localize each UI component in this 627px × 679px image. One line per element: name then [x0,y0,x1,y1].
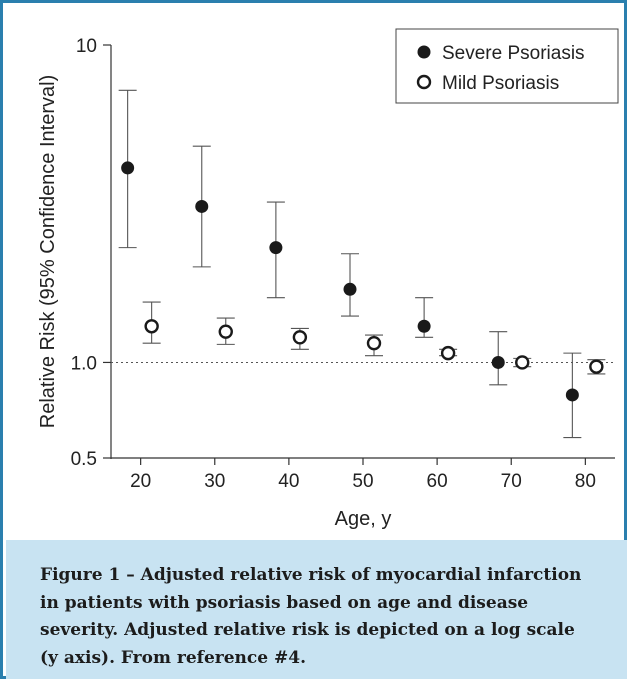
mild-point [144,319,159,334]
figure-caption: Figure 1 – Adjusted relative risk of myo… [40,565,582,668]
severe-point [491,355,505,369]
mild-point [440,345,456,361]
x-tick-label: 20 [130,471,151,492]
x-tick-label: 60 [427,471,448,492]
x-tick-label: 50 [352,471,373,492]
legend-severe-marker [417,45,431,59]
figure-caption-box: Figure 1 – Adjusted relative risk of myo… [6,540,627,679]
severe-point [565,388,579,402]
legend-box [395,28,619,104]
severe-point [417,319,431,333]
mild-psoriasis-series [142,301,606,375]
legend: Severe Psoriasis Mild Psoriasis [395,28,619,104]
relative-risk-chart: 10 1.0 0.5 20 30 40 50 60 70 80 Age, y Relative Ris… [37,28,619,530]
mild-point [589,359,604,374]
severe-psoriasis-series [118,89,582,439]
severe-point [343,282,357,296]
y-tick-label: 1.0 [71,353,97,374]
legend-severe-label: Severe Psoriasis [442,43,585,64]
data-marks [118,89,606,439]
legend-mild-label: Mild Psoriasis [442,73,559,94]
severe-point [195,199,209,213]
x-tick-label: 80 [575,471,596,492]
legend-mild-marker [416,74,432,90]
x-axis-title: Age, y [335,508,392,530]
axes [103,44,615,465]
severe-point [121,161,135,175]
y-tick-label: 10 [76,36,97,57]
tick-labels: 10 1.0 0.5 20 30 40 50 60 70 80 Age, y Relative Ris… [37,36,596,530]
y-tick-label: 0.5 [71,449,97,470]
severe-point [269,241,283,255]
mild-point [515,355,530,370]
x-tick-label: 40 [278,471,299,492]
mild-point [218,324,233,339]
x-tick-label: 30 [204,471,225,492]
mild-point [366,335,382,351]
x-tick-label: 70 [501,471,522,492]
mild-point [292,330,308,345]
y-axis-title: Relative Risk (95% Confidence Interval) [37,75,59,429]
